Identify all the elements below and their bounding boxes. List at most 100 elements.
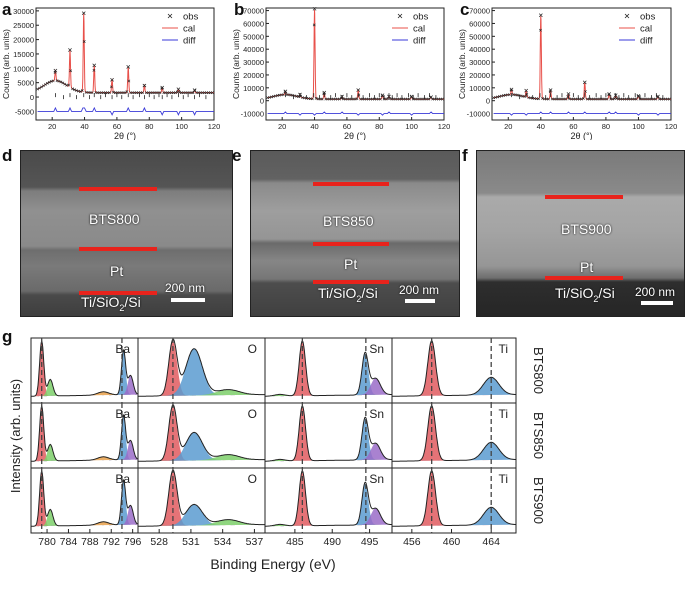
x-tick-label: 120 [665,122,678,131]
film-top-line [313,182,389,186]
xps-chart-grid: Intensity (arb. units) Binding Energy (eV… [0,320,685,598]
element-label-Ti: Ti [498,472,508,486]
y-tick-label: 0 [30,93,34,102]
x-tick-label: 120 [208,122,221,131]
substrate-label: Ti/SiO2/Si [555,285,615,304]
x-tick-label: 537 [246,536,264,548]
x-axis-label: 2θ (°) [344,131,366,140]
x-tick-label: 60 [343,122,351,131]
x-tick-label: 80 [602,122,610,131]
scale-bar-label: 200 nm [399,283,439,297]
pt-substrate-line [313,280,389,284]
x-tick-label: 80 [145,122,153,131]
y-tick-label: 20000 [13,36,34,45]
substrate-label: Ti/SiO2/Si [318,285,378,304]
scale-bar [405,299,435,303]
y-tick-label: 60000 [469,19,490,28]
element-label-Ba: Ba [115,407,130,421]
panel-label-d: d [2,146,12,166]
x-axis-label: 2θ (°) [570,131,592,140]
element-label-O: O [248,472,257,486]
film-label: BTS900 [561,221,612,237]
legend-diff-label: diff [413,36,426,47]
xps-frame [31,338,516,533]
diff-series [38,108,214,115]
y-tick-label: 25000 [13,21,34,30]
x-tick-label: 40 [310,122,318,131]
element-label-Sn: Sn [369,472,384,486]
pt-substrate-line [545,276,623,280]
y-tick-label: 10000 [469,84,490,93]
y-tick-label: 30000 [13,7,34,16]
x-tick-label: 60 [569,122,577,131]
scale-bar [641,301,673,305]
panel-label-f: f [462,146,468,166]
sem-image-e: BTS850 Pt Ti/SiO2/Si 200 nm [250,150,460,317]
x-tick-label: 120 [438,122,451,131]
x-tick-label: 796 [124,536,142,548]
element-label-Sn: Sn [369,342,384,356]
y-tick-label: 5000 [17,79,34,88]
y-axis-label: Intensity (arb. units) [8,379,23,493]
x-tick-label: 784 [60,536,78,548]
legend-diff-label: diff [640,36,653,47]
x-tick-label: 60 [113,122,121,131]
xrd-chart-a: 050001000015000200002500030000-500020 40 6… [0,0,230,140]
film-label: BTS800 [89,211,140,227]
obs-peak-point [429,96,432,99]
diff-series [494,112,671,115]
row-label-BTS850: BTS850 [531,412,546,459]
legend-cal-label: cal [640,24,652,35]
component-peak [265,508,392,526]
x-tick-label: 20 [48,122,56,131]
xrd-chart-c: 0 10000 20000 30000 40000 50000 60000 70000 -100… [456,0,685,140]
element-label-Ti: Ti [498,342,508,356]
x-tick-label: 40 [537,122,545,131]
legend-obs-label: obs [640,12,656,23]
x-tick-label: 528 [150,536,168,548]
x-tick-label: 780 [38,536,56,548]
y-tick-label: 30000 [469,58,490,67]
component-peak [392,377,516,396]
x-tick-label: 464 [482,536,500,548]
x-tick-label: 490 [323,536,341,548]
component-peak [138,349,265,396]
element-label-Ba: Ba [115,342,130,356]
x-tick-label: 534 [214,536,232,548]
y-axis-label: Counts (arb. units) [457,29,467,99]
y-tick-label: -10000 [241,110,264,119]
y-tick-label: 10000 [13,64,34,73]
sem-image-f: BTS900 Pt Ti/SiO2/Si 200 nm [476,150,685,317]
electrode-label: Pt [110,263,123,279]
y-tick-label: 30000 [243,58,264,67]
element-label-Sn: Sn [369,407,384,421]
film-pt-line [79,247,157,251]
film-pt-line [313,242,389,246]
y-tick-label: 0 [260,97,264,106]
film-top-line [79,187,157,191]
x-tick-label: 80 [375,122,383,131]
y-tick-label: 40000 [469,45,490,54]
row-label-BTS900: BTS900 [531,477,546,524]
legend-obs-label: obs [413,12,429,23]
y-tick-label: 70000 [243,7,264,16]
scale-bar-label: 200 nm [165,281,205,295]
component-peak [392,507,516,526]
legend-obs-marker [398,14,402,18]
x-tick-label: 20 [504,122,512,131]
x-tick-label: 531 [182,536,200,548]
y-tick-label: 10000 [243,84,264,93]
diff-series [268,112,444,115]
y-tick-label: 50000 [469,32,490,41]
y-tick-label: 40000 [243,45,264,54]
component-peak [138,433,265,462]
scale-bar [171,298,205,302]
y-axis-label: Counts (arb. units) [1,29,11,99]
x-tick-label: 20 [278,122,286,131]
element-label-Ti: Ti [498,407,508,421]
element-label-O: O [248,407,257,421]
electrode-label: Pt [580,259,593,275]
scale-bar-label: 200 nm [635,285,675,299]
x-axis-label: Binding Energy (eV) [210,556,335,572]
electrode-label: Pt [344,256,357,272]
